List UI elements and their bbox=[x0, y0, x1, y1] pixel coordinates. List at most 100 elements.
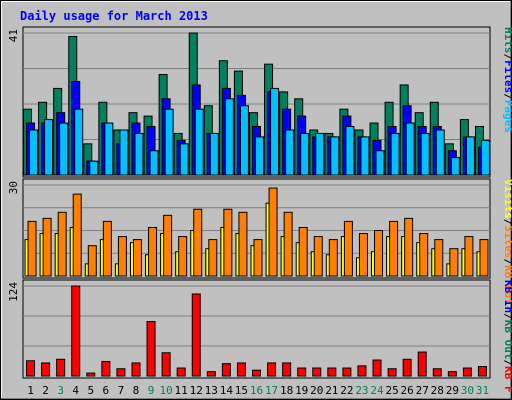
bar-sites bbox=[358, 233, 368, 277]
day-label: 4 bbox=[72, 384, 79, 397]
day-label: 30 bbox=[461, 384, 474, 397]
bar-kb-f bbox=[131, 362, 141, 377]
bar-kb-f bbox=[432, 368, 442, 377]
bar-pages bbox=[420, 132, 430, 176]
day-label: 3 bbox=[57, 384, 64, 397]
bar-kb-f bbox=[357, 365, 367, 377]
bar-kb-f bbox=[387, 368, 397, 377]
bar-kb-f bbox=[206, 371, 216, 377]
axis-legend-part: / bbox=[502, 54, 512, 61]
bar-kb-f bbox=[267, 362, 277, 377]
day-label: 21 bbox=[325, 384, 338, 397]
bar-sites bbox=[449, 248, 459, 277]
bar-sites bbox=[268, 187, 278, 277]
bar-pages bbox=[104, 122, 114, 176]
day-label: 12 bbox=[190, 384, 203, 397]
day-label: 6 bbox=[103, 384, 110, 397]
bar-kb-f bbox=[372, 359, 382, 377]
bar-pages bbox=[134, 132, 144, 176]
day-label: 1 bbox=[27, 384, 34, 397]
axis-legend-part: Sites bbox=[502, 225, 512, 258]
bar-kb-f bbox=[191, 293, 201, 377]
bar-sites bbox=[87, 245, 97, 277]
bar-kb-f bbox=[477, 366, 487, 377]
bar-pages bbox=[270, 87, 280, 176]
bar-kb-f bbox=[252, 369, 261, 377]
day-label: 2 bbox=[42, 384, 49, 397]
day-label: 26 bbox=[401, 384, 414, 397]
bar-sites bbox=[404, 217, 414, 277]
bar-pages bbox=[285, 129, 295, 176]
axis-legend-part: KB Out bbox=[502, 320, 512, 360]
bar-kb-f bbox=[417, 351, 427, 377]
bar-sites bbox=[328, 239, 338, 277]
day-labels: 1 2 3 4 5 6 7 8 9 10 11 12 13 14 15 16 17 18 19 20 21 22 23 24 2… bbox=[27, 384, 489, 397]
bar-sites bbox=[163, 214, 173, 277]
day-label: 19 bbox=[295, 384, 308, 397]
bar-pages bbox=[164, 108, 174, 176]
bar-pages bbox=[480, 139, 490, 176]
day-label: 9 bbox=[148, 384, 155, 397]
bar-kb-f bbox=[312, 367, 322, 377]
bar-pages bbox=[405, 122, 415, 176]
bar-sites bbox=[479, 239, 489, 277]
day-label: 7 bbox=[118, 384, 125, 397]
day-label: 29 bbox=[446, 384, 459, 397]
bar-pages bbox=[119, 129, 129, 176]
bar-kb-f bbox=[26, 360, 36, 377]
bar-kb-f bbox=[56, 358, 66, 377]
bar-sites bbox=[238, 211, 248, 277]
day-label: 23 bbox=[355, 384, 368, 397]
bar-sites bbox=[343, 220, 353, 277]
bar-kb-f bbox=[236, 362, 246, 377]
day-label: 10 bbox=[159, 384, 172, 397]
bar-sites bbox=[72, 193, 82, 277]
bar-sites bbox=[208, 239, 218, 277]
panel-1-ymax-label: 41 bbox=[7, 29, 20, 42]
bar-sites bbox=[42, 217, 52, 277]
day-label: 17 bbox=[265, 384, 278, 397]
bar-sites bbox=[132, 239, 142, 277]
day-label: 5 bbox=[87, 384, 94, 397]
bar-pages bbox=[194, 108, 204, 176]
axis-legend-part: KB Out bbox=[502, 265, 512, 305]
bar-sites bbox=[102, 220, 112, 277]
day-label: 28 bbox=[431, 384, 444, 397]
panel-2-ymax-label: 30 bbox=[7, 181, 20, 194]
bar-pages bbox=[375, 150, 385, 176]
bar-sites bbox=[464, 236, 474, 277]
bar-sites bbox=[253, 239, 263, 277]
bar-pages bbox=[209, 132, 219, 176]
day-label: 15 bbox=[235, 384, 248, 397]
bar-kb-f bbox=[327, 367, 337, 377]
bar-pages bbox=[330, 136, 340, 176]
bar-sites bbox=[389, 220, 399, 277]
day-label: 25 bbox=[385, 384, 398, 397]
panel-1-axis-legend: Hits/Files/Pages bbox=[502, 27, 512, 133]
bar-pages bbox=[435, 129, 445, 176]
bar-sites bbox=[298, 226, 308, 277]
bar-pages bbox=[345, 126, 355, 176]
bar-sites bbox=[374, 230, 384, 277]
axis-legend-part: / bbox=[502, 259, 512, 266]
chart-title: Daily usage for March 2013 bbox=[20, 9, 208, 23]
bar-kb-f bbox=[176, 367, 186, 377]
bar-kb-f bbox=[161, 352, 171, 377]
bar-sites bbox=[178, 236, 188, 277]
bar-sites bbox=[148, 226, 158, 277]
bar-kb-f bbox=[462, 367, 472, 377]
bar-sites bbox=[419, 233, 429, 277]
bar-pages bbox=[360, 136, 370, 176]
bar-pages bbox=[465, 136, 475, 176]
day-label: 27 bbox=[416, 384, 429, 397]
bar-pages bbox=[255, 136, 264, 176]
bar-kb-f bbox=[116, 368, 126, 377]
bar-pages bbox=[390, 132, 400, 176]
axis-legend-part: / bbox=[502, 313, 512, 320]
bar-kb-f bbox=[402, 358, 412, 377]
day-label: 11 bbox=[175, 384, 188, 397]
bar-kb-f bbox=[71, 285, 81, 377]
panel-2-axis-legend: Visits/Sites/KB Out bbox=[502, 179, 512, 305]
panel-3-axis-legend: KB In/KB Out/KB F bbox=[502, 280, 512, 393]
bar-kb-f bbox=[342, 367, 352, 377]
